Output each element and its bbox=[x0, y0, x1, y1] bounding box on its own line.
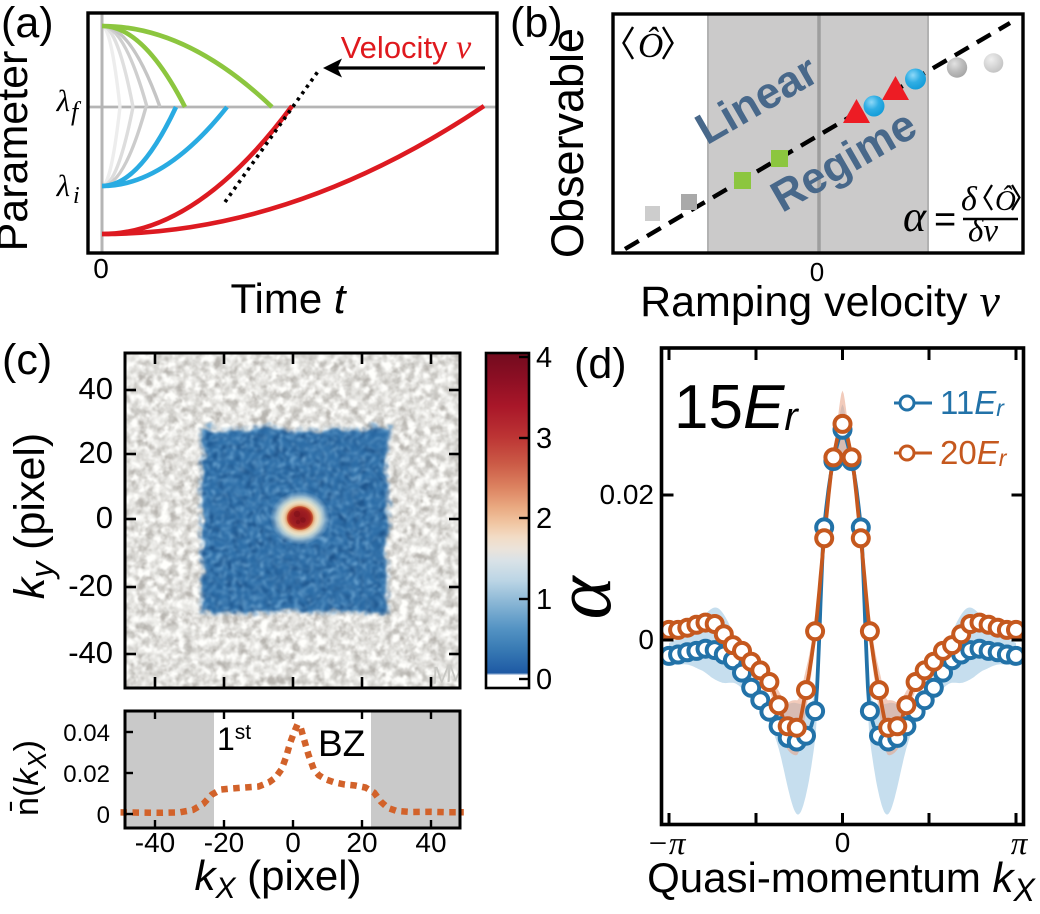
svg-text:20: 20 bbox=[346, 827, 377, 858]
svg-text:Parameter: Parameter bbox=[0, 51, 37, 252]
svg-text:2: 2 bbox=[536, 503, 552, 535]
svg-text:0: 0 bbox=[97, 802, 110, 829]
svg-text:40: 40 bbox=[79, 371, 113, 406]
svg-text:0: 0 bbox=[285, 827, 301, 858]
svg-text:α: α bbox=[537, 575, 628, 620]
svg-text:0.02: 0.02 bbox=[63, 761, 110, 788]
svg-text:0: 0 bbox=[93, 253, 109, 284]
svg-text:i: i bbox=[73, 183, 80, 209]
svg-text:15Er: 15Er bbox=[674, 373, 799, 442]
svg-text:4: 4 bbox=[536, 342, 552, 374]
svg-text:Ô: Ô bbox=[638, 25, 663, 65]
svg-text:kX (pixel): kX (pixel) bbox=[194, 852, 361, 905]
svg-text:-40: -40 bbox=[68, 635, 113, 670]
svg-text:-20: -20 bbox=[204, 827, 244, 858]
svg-text:Time t: Time t bbox=[230, 275, 347, 322]
svg-text:0: 0 bbox=[835, 827, 851, 858]
svg-text:0: 0 bbox=[638, 624, 654, 655]
svg-text:ky (pixel): ky (pixel) bbox=[6, 433, 60, 600]
svg-text:0.04: 0.04 bbox=[63, 720, 110, 747]
svg-text:0: 0 bbox=[96, 500, 113, 535]
svg-text:11Er: 11Er bbox=[940, 384, 1005, 421]
svg-text:0: 0 bbox=[810, 257, 824, 287]
svg-text:(a): (a) bbox=[1, 0, 54, 47]
svg-text:Ramping velocity ν: Ramping velocity ν bbox=[640, 275, 1000, 326]
svg-text:-20: -20 bbox=[68, 568, 113, 603]
svg-text:BZ: BZ bbox=[318, 723, 365, 764]
svg-text:MM: MM bbox=[430, 658, 467, 689]
svg-text:(d): (d) bbox=[574, 340, 627, 388]
svg-text:3: 3 bbox=[536, 423, 552, 455]
svg-text:δ: δ bbox=[961, 181, 978, 218]
svg-text:π: π bbox=[1011, 826, 1029, 862]
svg-text:-40: -40 bbox=[135, 827, 175, 858]
svg-text:20Er: 20Er bbox=[940, 434, 1008, 471]
svg-text:0.02: 0.02 bbox=[600, 479, 655, 510]
svg-text:1: 1 bbox=[536, 584, 552, 616]
svg-text:(b): (b) bbox=[510, 0, 563, 47]
svg-text:=: = bbox=[934, 199, 956, 241]
svg-text:Observable: Observable bbox=[542, 28, 593, 258]
svg-text:f: f bbox=[71, 97, 82, 126]
svg-text:20: 20 bbox=[79, 435, 113, 470]
svg-text:λ: λ bbox=[56, 83, 70, 118]
svg-text:(c): (c) bbox=[2, 336, 52, 384]
svg-text:Quasi-momentum kX: Quasi-momentum kX bbox=[647, 854, 1036, 908]
svg-text:−π: −π bbox=[647, 826, 687, 862]
svg-text:α: α bbox=[903, 192, 927, 241]
svg-text:Ô: Ô bbox=[995, 184, 1016, 217]
svg-text:λ: λ bbox=[56, 168, 70, 203]
svg-text:0: 0 bbox=[536, 664, 552, 696]
svg-text:40: 40 bbox=[415, 827, 446, 858]
svg-text:n̄(kX): n̄(kX) bbox=[8, 740, 52, 816]
svg-text:Velocity ν: Velocity ν bbox=[341, 29, 472, 66]
svg-text:δν: δν bbox=[968, 213, 998, 249]
